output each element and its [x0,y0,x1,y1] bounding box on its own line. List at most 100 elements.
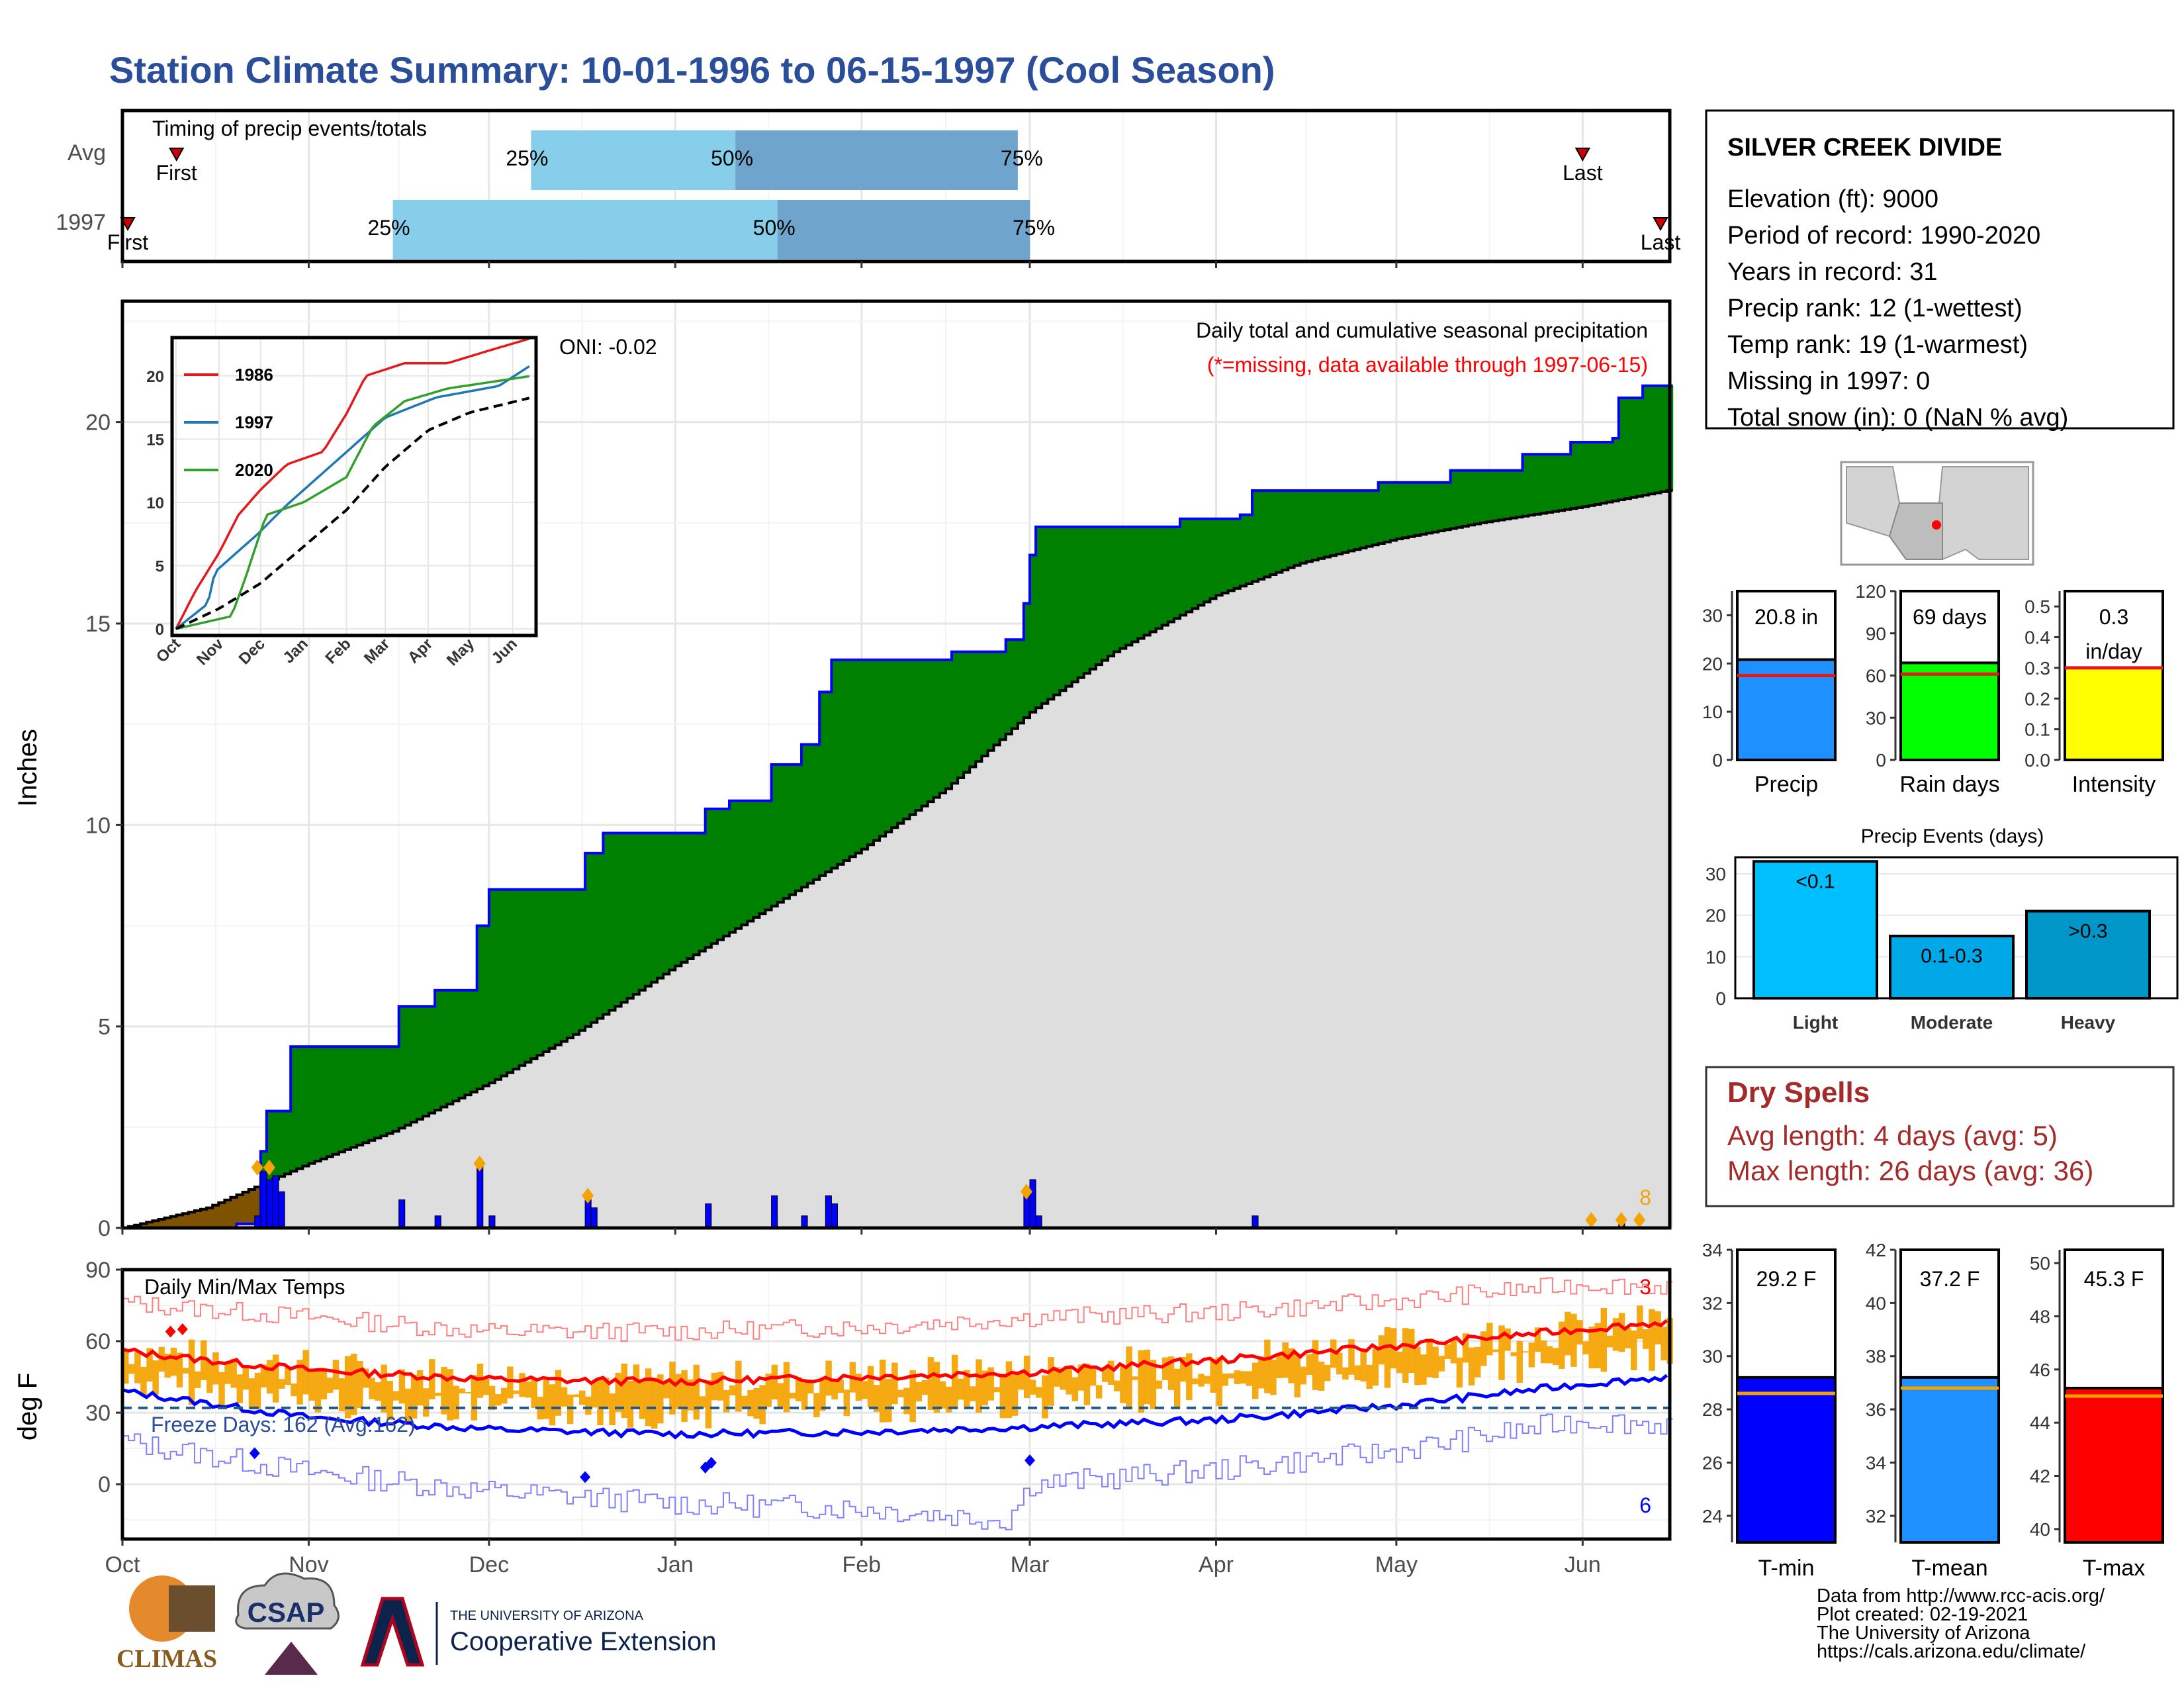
daily-temp-range-bar [843,1389,850,1417]
event-bar [2025,910,2151,1000]
summary-tick-label: 0 [1712,750,1723,771]
daily-temp-range-bar [1246,1371,1253,1386]
summary-tick-label: 60 [1866,666,1886,686]
daily-temp-range-bar [1036,1387,1042,1398]
csap-text: CSAP [248,1597,325,1628]
daily-temp-range-bar [1108,1360,1115,1385]
temp-summary-tick-label: 42 [1866,1240,1886,1260]
daily-precip-bar [488,1215,496,1229]
event-bar [1752,860,1878,1000]
daily-temp-range-bar [1655,1311,1661,1344]
daily-temp-range-bar [206,1361,213,1393]
daily-temp-range-bar [1270,1359,1277,1395]
precip-y-tick-label: 20 [85,410,111,436]
daily-temp-range-bar [1612,1318,1619,1351]
daily-temp-range-bar [1276,1354,1283,1378]
event-bar-label: 0.1-0.3 [1921,945,1982,967]
daily-temp-range-bar [1606,1335,1614,1348]
summary-tick-label: 0 [1876,750,1886,771]
daily-temp-range-bar [585,1396,592,1415]
q75-label: 75% [1001,146,1043,170]
daily-temp-range-bar [591,1381,598,1408]
daily-temp-range-bar [447,1369,453,1421]
daily-temp-range-bar [543,1380,550,1419]
daily-precip-bar [705,1203,712,1229]
dry-avg: Avg length: 4 days (avg: 5) [1727,1120,2058,1151]
summary-value-bar [2064,666,2164,762]
daily-temp-range-bar [741,1395,748,1407]
temp-summary-label: T-min [1758,1556,1815,1581]
daily-temp-range-bar [1294,1353,1301,1397]
daily-temp-range-bar [1354,1365,1361,1380]
date-x-tick-label: Mar [1011,1552,1050,1577]
daily-temp-range-bar [903,1387,910,1415]
daily-temp-range-bar [1348,1339,1355,1375]
daily-temp-range-bar [1126,1346,1132,1410]
daily-temp-range-bar [681,1370,688,1423]
inset-series-line [175,365,530,630]
inset-y-tick-label: 5 [156,557,164,575]
temp-title: Daily Min/Max Temps [144,1275,345,1299]
daily-temp-range-bar [146,1348,153,1382]
dry-max: Max length: 26 days (avg: 36) [1727,1155,2093,1186]
legend-label: 2020 [235,460,273,480]
summary-tick-label: 0.1 [2025,720,2050,740]
daily-temp-range-bar [1402,1328,1409,1383]
date-x-tick-label: Jan [657,1552,694,1577]
date-x-tick-label: Feb [842,1552,881,1577]
ua-logo: THE UNIVERSITY OF ARIZONA Cooperative Ex… [360,1597,716,1667]
daily-temp-range-bar [615,1372,622,1412]
daily-temp-range-bar [1138,1350,1144,1413]
temp-y-tick-label: 0 [98,1472,111,1497]
daily-temp-range-bar [909,1370,916,1423]
daily-temp-range-bar [410,1375,418,1419]
daily-temp-range-bar [759,1385,766,1425]
daily-temp-range-bar [1312,1340,1319,1390]
daily-temp-range-bar [1588,1327,1595,1369]
temp-summary-bars: 24 26 28 30 32 34 29.2 F T-min 32 34 36 38 40 42 37.2 … [1702,1240,2164,1581]
summary-value-bar [1899,661,2000,761]
quartile-bar-25-50 [392,200,778,259]
extreme-precip-marker-icon [473,1155,486,1172]
daily-temp-range-bar [1342,1367,1349,1380]
daily-temp-range-bar [1318,1361,1325,1391]
daily-temp-range-bar [1450,1338,1457,1364]
daily-temp-range-bar [1649,1309,1655,1371]
daily-temp-range-bar [338,1378,345,1411]
temp-summary-tick-label: 34 [1866,1452,1886,1473]
daily-precip-bar [278,1191,285,1229]
daily-temp-range-bar [861,1381,868,1399]
summary-tick-label: 0.5 [2025,596,2050,617]
quartile-bar-25-50 [531,130,736,190]
precip-events: Precip Events (days) 0 10 20 30 <0.1 Light 0.1… [1706,825,2179,1033]
daily-temp-range-bar [482,1377,490,1395]
station-line: Missing in 1997: 0 [1727,367,1930,395]
q25-label: 25% [368,216,410,240]
station-line: Temp rank: 19 (1-warmest) [1727,331,2028,359]
extreme-precip-marker-icon [582,1188,594,1204]
daily-temp-range-bar [939,1381,946,1409]
daily-temp-range-bar [886,1378,892,1423]
daily-temp-range-bar [194,1371,201,1388]
daily-precip-bar [831,1203,838,1229]
timing-title: Timing of precip events/totals [152,117,427,140]
daily-temp-range-bar [494,1394,502,1406]
daily-precip-bar [825,1195,832,1229]
event-category-label: Moderate [1911,1012,1993,1033]
station-name: SILVER CREEK DIVIDE [1727,134,2002,162]
temp-summary-value-bar [2064,1386,2164,1544]
last-event-marker-icon [1653,217,1668,232]
daily-precip-bar [254,1215,261,1229]
inset-frame [170,336,538,637]
temp-summary-tick-label: 26 [1702,1452,1723,1473]
daily-temp-range-bar [1426,1338,1433,1378]
daily-temp-range-bar [1101,1367,1109,1382]
inset-y-tick-label: 0 [156,621,164,639]
temp-record-marker-icon [177,1323,188,1336]
daily-temp-range-bar [927,1357,934,1411]
temp-y-tick-label: 30 [85,1401,111,1426]
daily-temp-range-bar [1180,1356,1187,1382]
daily-temp-range-bar [326,1378,334,1393]
temp-summary-tick-label: 34 [1702,1240,1723,1260]
